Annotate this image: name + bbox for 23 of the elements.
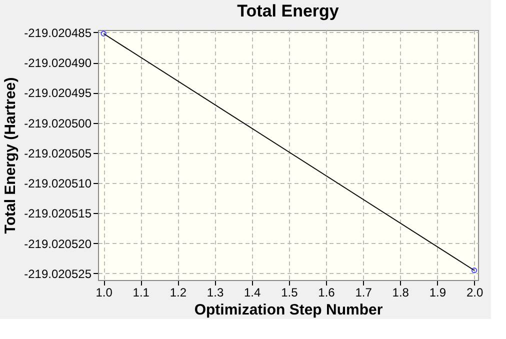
x-tick-label: 1.8 — [392, 286, 410, 300]
y-tick-label: -219.020485 — [24, 26, 92, 40]
x-tick-label: 1.5 — [281, 286, 298, 300]
x-tick-label: 1.0 — [96, 286, 113, 300]
x-tick-label: 1.1 — [132, 286, 150, 300]
x-tick-label: 1.3 — [206, 286, 224, 300]
chart-title: Total Energy — [237, 1, 340, 20]
y-tick-label: -219.020490 — [24, 56, 92, 70]
y-tick-label: -219.020525 — [24, 266, 92, 281]
y-tick-label: -219.020505 — [24, 146, 92, 160]
x-tick-label: 1.9 — [429, 286, 446, 300]
y-tick-label: -219.020515 — [24, 206, 92, 221]
x-tick-label: 1.6 — [318, 286, 336, 300]
y-tick-label: -219.020500 — [24, 116, 92, 130]
y-tick-label: -219.020495 — [24, 86, 92, 100]
x-tick-label: 1.2 — [170, 286, 187, 300]
x-tick-label: 1.4 — [244, 286, 262, 300]
x-tick-label: 2.0 — [466, 286, 484, 300]
y-tick-label: -219.020510 — [24, 176, 92, 191]
y-tick-label: -219.020520 — [24, 236, 92, 251]
x-axis-title: Optimization Step Number — [194, 302, 383, 318]
y-axis-title: Total Energy (Hartree) — [2, 77, 20, 234]
x-tick-label: 1.7 — [355, 286, 372, 300]
